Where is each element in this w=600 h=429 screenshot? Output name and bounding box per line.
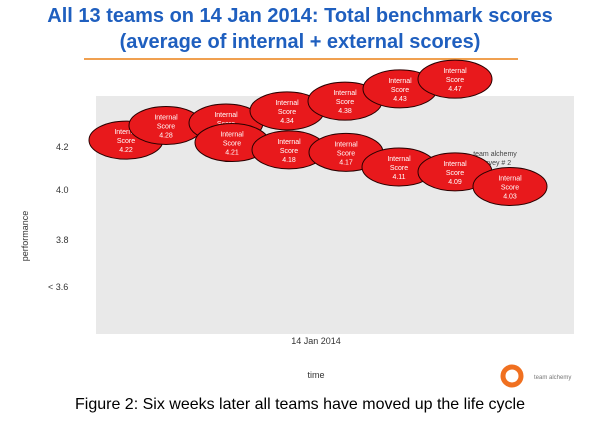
x-axis-label: time [307,370,324,380]
data-points: InternalScore4.22InternalScore4.28Intern… [88,59,548,206]
data-point-label: Score [391,87,409,94]
data-point: Internal Score 4.11 [361,147,437,187]
y-tick-label-2: 3.8 [56,235,69,245]
y-axis-label: performance [20,211,30,262]
figure-caption: Figure 2: Six weeks later all teams have… [75,396,525,413]
data-point-value: 4.11 [392,174,405,181]
data-point-label: Internal [277,139,301,146]
title-underline [84,58,518,60]
data-point-value: 4.22 [119,147,133,154]
data-point-value: 4.18 [282,157,296,164]
data-point: Internal Score 4.09 [417,152,493,192]
data-point: Internal Score 4.28 [128,105,204,145]
data-point-value: 4.21 [225,150,239,157]
data-point-ellipse [417,59,493,99]
data-point-label: Score [223,141,241,148]
data-point: Internal Score 4.21 [194,123,270,163]
data-point-value: 4.09 [448,179,462,186]
data-point: Internal Score 4.47 [417,59,493,99]
y-tick-label-0: 4.2 [56,142,69,152]
data-point-label: Score [337,150,355,157]
data-point-value: 4.28 [159,132,173,139]
data-point-label: Internal [443,68,467,75]
data-point-label: Internal [333,90,357,97]
y-tick-label-3: < 3.6 [48,282,68,292]
data-point-label: Internal [114,129,138,136]
data-point-label: Internal [388,78,412,85]
logo-text: team alchemy [534,375,571,381]
data-point-label: Score [390,165,408,172]
data-point-label: Internal [220,132,244,139]
chart-title: All 13 teams on 14 Jan 2014: Total bench… [47,5,553,27]
data-point-label: Score [157,123,175,130]
data-point-label: Score [280,148,298,155]
data-point-label: Score [501,184,519,191]
data-point-label: Score [278,109,296,116]
data-point-label: Internal [214,112,238,119]
data-point-label: Score [117,138,135,145]
data-point-label: Internal [275,100,299,107]
x-tick-label: 14 Jan 2014 [291,336,341,346]
data-point-label: Score [446,170,464,177]
data-point-value: 4.38 [338,108,352,115]
data-point-value: 4.03 [503,193,517,200]
annotation-line1: team alchemy [473,151,517,158]
logo-ring-icon [500,364,524,388]
scatter-chart: 4.2 4.0 3.8 < 3.6 performance 14 Jan 201… [20,59,574,380]
data-point-label: Internal [334,141,358,148]
team-alchemy-logo: team alchemy [500,364,571,388]
data-point-label: Internal [154,114,178,121]
data-point-value: 4.47 [448,86,462,93]
data-point-label: Internal [443,161,467,168]
data-point-label: Internal [387,156,411,163]
data-point-value: 4.43 [393,96,407,103]
data-point-label: Score [446,77,464,84]
data-point-label: Internal [498,175,522,182]
data-point-value: 4.34 [280,118,294,125]
data-point: Internal Score 4.03 [472,166,548,206]
data-point-ellipse [472,166,548,206]
y-tick-label-1: 4.0 [56,185,69,195]
chart-subtitle: (average of internal + external scores) [119,31,481,53]
data-point-value: 4.17 [339,159,353,166]
annotation-line2: survey # 2 [479,160,511,167]
data-point-label: Score [336,99,354,106]
